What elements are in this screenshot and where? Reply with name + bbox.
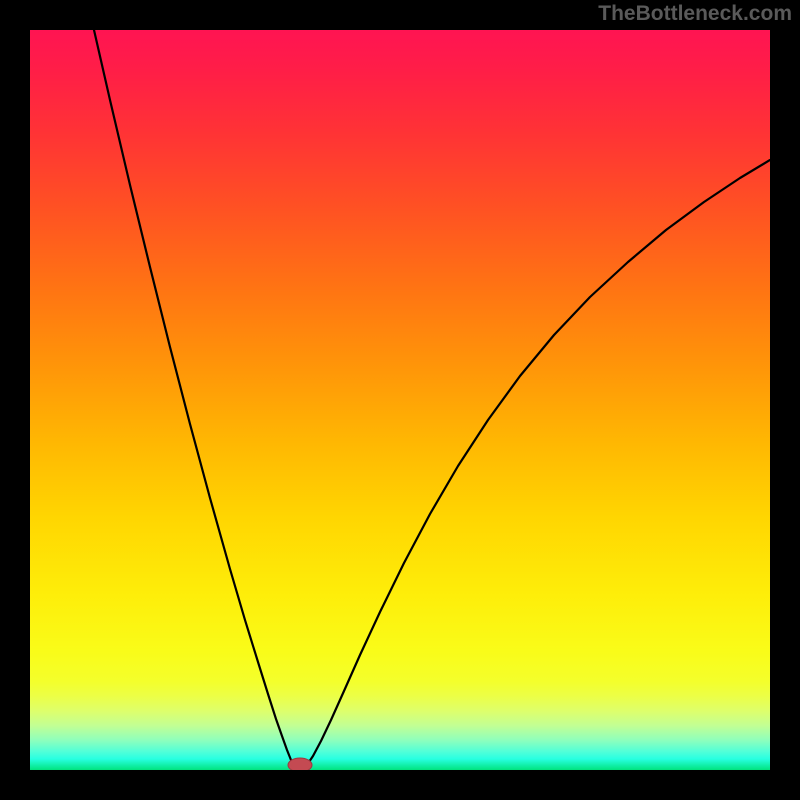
optimal-marker xyxy=(288,758,312,770)
chart-container: TheBottleneck.com xyxy=(0,0,800,800)
plot-area xyxy=(30,30,770,770)
chart-svg xyxy=(30,30,770,770)
gradient-background xyxy=(30,30,770,770)
watermark-text: TheBottleneck.com xyxy=(598,2,792,26)
